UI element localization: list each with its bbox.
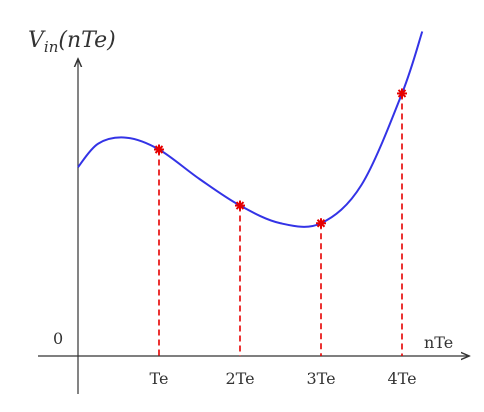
tick-label-3te: 3Te xyxy=(306,369,335,388)
tick-label-2te: 2Te xyxy=(225,369,254,388)
y-axis-label: Vin(nTe) xyxy=(28,28,116,56)
tick-label-te: Te xyxy=(150,369,169,388)
plot-layer xyxy=(77,31,424,356)
x-axis-label: nTe xyxy=(424,333,453,352)
signal-curve xyxy=(77,31,424,228)
sample-marker-2 xyxy=(235,200,245,211)
sample-marker-4 xyxy=(397,88,407,99)
tick-label-4te: 4Te xyxy=(387,369,416,388)
sample-marker-1 xyxy=(154,144,164,155)
sample-marker-3 xyxy=(316,218,326,229)
origin-label: 0 xyxy=(53,329,63,348)
